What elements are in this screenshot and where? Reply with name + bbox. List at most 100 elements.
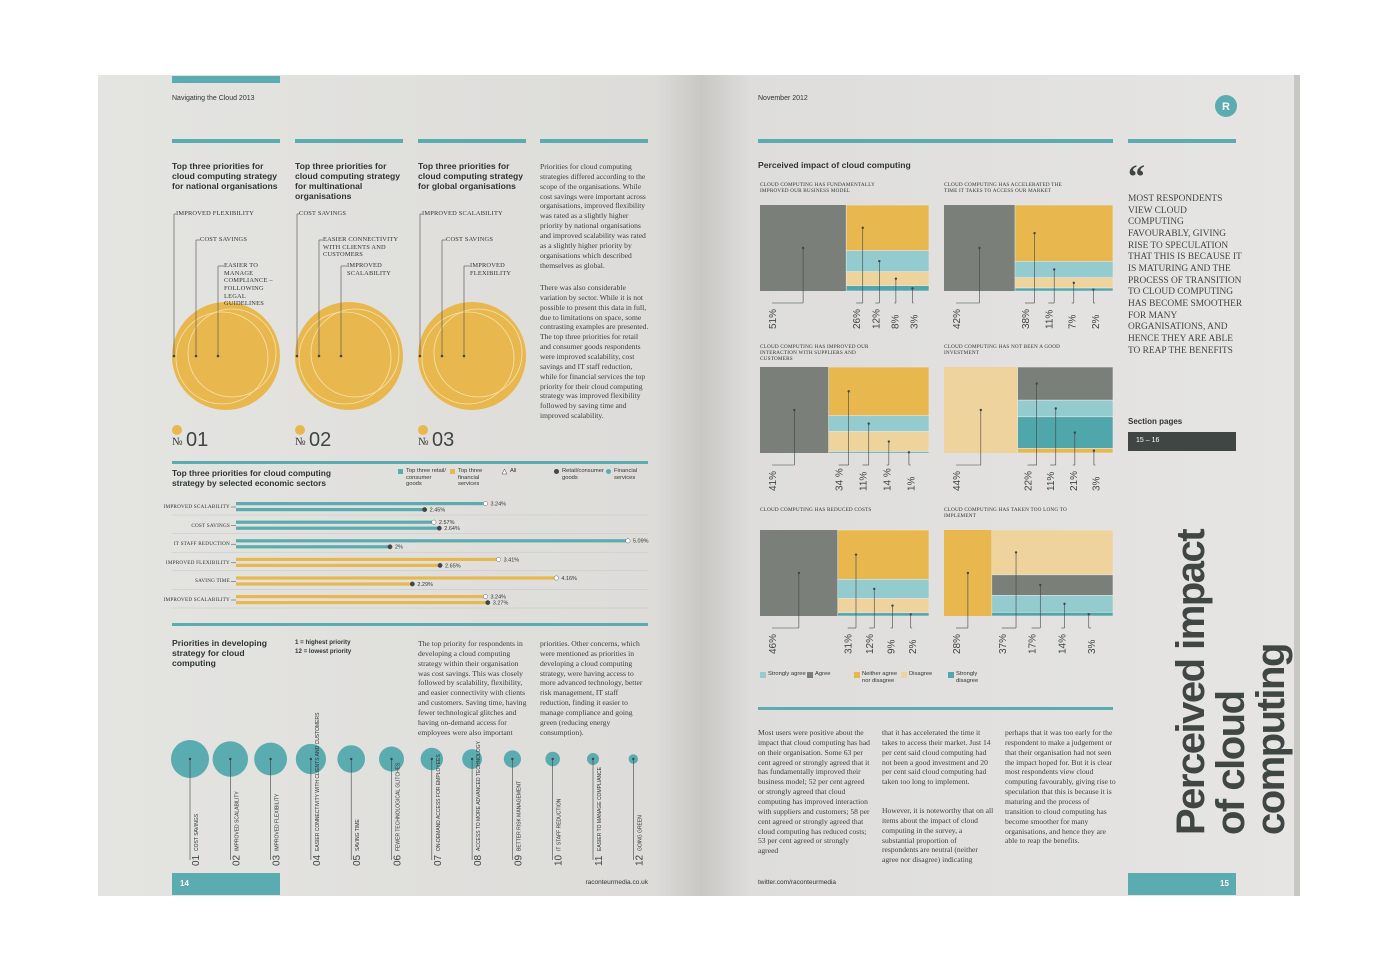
bar-marker [436,525,442,531]
mosaic-segment [1014,261,1114,278]
bubble-dot [390,757,393,761]
priority-label: ACCESS TO MORE ADVANCED TECHNOLOGY [476,740,482,851]
bubble-dot [430,757,433,761]
mosaic-segment [845,271,930,287]
mosaic-value: 9% [887,639,898,654]
column-number: 02 [309,429,332,451]
bubble-dot [551,757,554,761]
priority-number: 12 [634,854,645,866]
mosaic-value: 8% [890,314,901,329]
venn-circle [418,302,526,410]
mosaic-dot [878,259,881,263]
mosaic-value: 14% [1057,634,1068,654]
priority-item: IMPROVED SCALABILITY [422,210,503,217]
priority-label: EASIER CONNECTIVITY WITH CLIENTS AND CUS… [315,712,321,851]
priority-number: 01 [191,854,202,866]
mosaic-segment [1017,366,1114,401]
bar [236,545,390,549]
mosaic-segment [845,250,930,272]
priority-label: IMPROVED FLEXIBILITY [275,793,281,851]
bar [236,595,486,599]
mosaic-dot [861,226,864,230]
mosaic-segment [991,612,1114,617]
column-title: Top three priorities for cloud computing… [418,161,524,191]
mosaic-dot [911,287,914,290]
key-note: 12 = lowest priority [295,648,352,655]
legend-label: Agree [815,671,831,677]
legend-swatch [501,468,508,475]
legend-label: Top three retail/ consumer goods [406,468,446,488]
mosaic-value: 26% [852,309,863,329]
number-prefix: № [418,436,429,448]
legend-label: Neither agree nor disagree [862,671,898,684]
bar-value: 3.24% [490,595,506,601]
row-label: SAVING TIME [194,578,230,585]
intro-paragraph: Priorities for cloud computing strategie… [540,162,646,270]
leader-dot [440,354,444,358]
mosaic-dot [1033,231,1036,235]
priority-label-group: 10 IT STAFF REDUCTION [554,798,565,866]
logo [1215,95,1237,117]
mosaic-segment [1014,287,1114,292]
mosaic-value: 12% [871,309,882,329]
priority-item: IMPROVED SCALABILITY [347,262,392,277]
priority-label: SAVING TIME [355,819,361,851]
running-head: Navigating the Cloud 2013 [172,95,255,102]
mosaic-dot [907,451,911,454]
bar-marker [553,575,559,581]
mosaic-segment [837,579,930,599]
priority-label: FEWER TECHNOLOGICAL GLITCHES [396,762,402,851]
mosaic-segment [828,415,930,432]
row-label: IMPROVED SCALABILITY [163,597,230,603]
bar-value: 2% [395,545,403,551]
bar [236,582,413,586]
priority-number: 04 [312,854,323,866]
mosaic-dot [867,422,870,425]
mosaic-dot [1063,602,1066,606]
body-paragraph: priorities. Other concerns, which were m… [540,639,643,737]
mosaic-value: 28% [952,634,963,654]
mosaic-dot [1035,382,1038,385]
priority-number: 02 [231,854,242,866]
venn-ring [298,311,392,405]
legend-label: All [510,468,517,474]
mosaic-value: 38% [1021,309,1032,329]
mosaic-value: 51% [768,309,779,329]
mosaic-segment [828,366,930,417]
priority-label-group: 02 IMPROVED SCALABILITY [231,791,242,866]
mosaic-dot [847,390,850,393]
mosaic-segment [1017,399,1114,418]
mosaic-value: 7% [1068,314,1079,329]
body-paragraph: However, it is noteworthy that on all it… [882,806,994,865]
bar-marker [483,501,488,506]
column-number: 03 [432,429,455,451]
mosaic-dot [1087,612,1090,616]
priority-item: COST SAVINGS [299,210,347,217]
venn-ring [433,308,523,398]
row-label: IMPROVED SCALABILITY [163,504,230,510]
body-paragraph: perhaps that it was too early for the re… [1005,728,1116,846]
priority-item: IMPROVED FLEXIBILITY [470,262,512,277]
mosaic-dot [1014,551,1018,554]
mosaic-value: 21% [1069,471,1080,491]
row-label: COST SAVINGS [191,522,230,529]
priority-label-group: 05 SAVING TIME [352,819,363,866]
running-head: November 2012 [758,95,808,102]
priority-item: EASIER CONNECTIVITY WITH CLIENTS AND CUS… [323,236,399,259]
leader-dot [295,354,299,358]
quote-mark: “ [1128,159,1145,196]
mosaic-title: CLOUD COMPUTING HAS IMPROVED OUR INTERAC… [760,344,869,363]
priority-label: IT STAFF REDUCTION [557,798,563,851]
mosaic-value: 14 % [883,468,894,491]
mosaic-value: 11% [1044,310,1055,329]
mosaic-dot [887,440,891,443]
priority-label-group: 11 EASIER TO MANAGE COMPLIANCE [594,766,605,866]
body-paragraph: Most users were positive about the impac… [758,728,870,856]
bar-marker [483,594,488,599]
mosaic-dot [1054,407,1057,410]
priority-label: COST SAVINGS [194,813,200,851]
feature-title: Perceived impact of cloud computing [1169,529,1293,835]
number-dot [172,425,182,435]
mosaic-dot [854,553,858,556]
